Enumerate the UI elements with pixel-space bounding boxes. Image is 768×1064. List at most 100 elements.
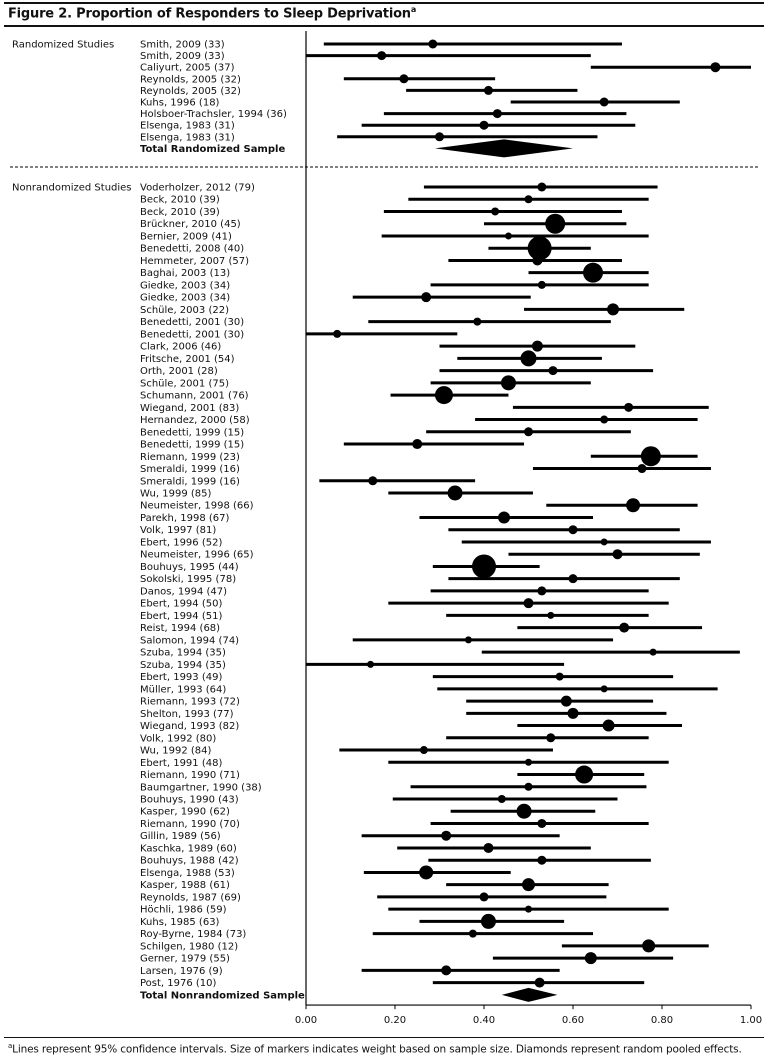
point-estimate: [504, 232, 512, 240]
point-estimate: [600, 415, 609, 424]
study-label: Hernandez, 2000 (58): [140, 415, 250, 426]
study-label: Beck, 2010 (39): [140, 195, 220, 206]
point-estimate: [537, 855, 547, 865]
point-estimate: [435, 132, 444, 142]
study-label: Roy-Byrne, 1984 (73): [140, 929, 246, 940]
figure-title: Figure 2. Proportion of Responders to Sl…: [8, 5, 416, 21]
point-estimate: [624, 402, 634, 412]
x-tick-label: 0.60: [562, 1015, 584, 1026]
pooled-effect-diamond: [501, 987, 558, 1002]
point-estimate: [525, 758, 532, 766]
study-label: Ebert, 1994 (50): [140, 599, 222, 610]
point-estimate: [637, 464, 647, 474]
study-label: Bernier, 2009 (41): [140, 231, 232, 242]
point-estimate: [600, 538, 608, 546]
point-estimate: [480, 913, 496, 929]
study-label: Riemann, 1993 (72): [140, 697, 240, 708]
study-label: Wiegand, 1993 (82): [140, 721, 239, 732]
point-estimate: [492, 109, 502, 119]
point-estimate: [555, 672, 564, 681]
study-label: Smith, 2009 (33): [140, 51, 225, 62]
study-label: Reynolds, 2005 (32): [140, 74, 241, 85]
top-rule: [4, 2, 764, 4]
point-estimate: [532, 255, 543, 266]
point-estimate: [531, 340, 543, 352]
point-estimate: [548, 366, 558, 376]
point-estimate: [607, 303, 620, 316]
point-estimate: [642, 939, 656, 953]
study-label: Riemann, 1999 (23): [140, 452, 240, 463]
point-estimate: [568, 525, 578, 535]
x-tick-label: 0.80: [651, 1015, 673, 1026]
study-label: Elsenga, 1983 (31): [140, 121, 235, 132]
study-label: Elsenga, 1988 (53): [140, 868, 235, 879]
footnote: aLines represent 95% confidence interval…: [8, 1042, 742, 1056]
point-estimate: [421, 292, 432, 303]
title-rule: [4, 25, 764, 27]
study-label: Riemann, 1990 (71): [140, 770, 240, 781]
point-estimate: [498, 511, 511, 524]
point-estimate: [600, 685, 608, 693]
point-estimate: [399, 74, 409, 84]
point-estimate: [523, 598, 534, 609]
point-estimate: [520, 350, 537, 367]
point-estimate: [537, 586, 547, 596]
point-estimate: [500, 375, 516, 391]
point-estimate: [583, 262, 604, 283]
point-estimate: [524, 782, 533, 791]
point-estimate: [377, 51, 387, 61]
figure-title-text: Figure 2. Proportion of Responders to Sl…: [8, 6, 411, 22]
point-estimate: [537, 182, 547, 192]
point-estimate: [412, 439, 423, 450]
point-estimate: [473, 317, 482, 326]
x-tick-label: 0.20: [384, 1015, 406, 1026]
study-label: Baghai, 2003 (13): [140, 268, 230, 279]
footnote-marker: a: [8, 1042, 13, 1050]
study-label: Smeraldi, 1999 (16): [140, 476, 240, 487]
point-estimate: [524, 195, 533, 204]
study-label: Caliyurt, 2005 (37): [140, 63, 235, 74]
study-label: Smeraldi, 1999 (16): [140, 464, 240, 475]
point-estimate: [546, 733, 556, 743]
point-estimate: [441, 830, 452, 841]
point-estimate: [497, 795, 506, 803]
title-footnote-marker: a: [410, 5, 417, 14]
point-estimate: [524, 427, 533, 437]
study-label: Reynolds, 1987 (69): [140, 892, 241, 903]
point-estimate: [612, 549, 623, 560]
study-label: Ebert, 1994 (51): [140, 611, 222, 622]
study-label: Kasper, 1988 (61): [140, 880, 230, 891]
study-label: Parekh, 1998 (67): [140, 513, 229, 524]
footnote-text: Lines represent 95% confidence intervals…: [12, 1043, 742, 1056]
footnote-rule: [4, 1037, 764, 1038]
study-label: Danos, 1994 (47): [140, 586, 227, 597]
point-estimate: [640, 446, 661, 467]
point-estimate: [447, 485, 463, 501]
study-label: Elsenga, 1983 (31): [140, 132, 235, 143]
study-label: Wu, 1999 (85): [140, 489, 211, 500]
study-label: Neumeister, 1996 (65): [140, 550, 254, 561]
study-label: Neumeister, 1998 (66): [140, 501, 254, 512]
study-label: Kuhs, 1985 (63): [140, 917, 220, 928]
study-label: Brückner, 2010 (45): [140, 219, 241, 230]
point-estimate: [419, 746, 428, 755]
study-label: Hemmeter, 2007 (57): [140, 256, 249, 267]
point-estimate: [491, 207, 500, 216]
study-label: Shelton, 1993 (77): [140, 709, 234, 720]
point-estimate: [419, 865, 434, 880]
point-estimate: [649, 648, 657, 656]
study-label: Wiegand, 2001 (83): [140, 403, 239, 414]
x-tick-label: 0.00: [295, 1015, 317, 1026]
study-label: Reynolds, 2005 (32): [140, 86, 241, 97]
point-estimate: [483, 842, 494, 853]
point-estimate: [710, 62, 721, 73]
study-label: Schilgen, 1980 (12): [140, 941, 238, 952]
study-label: Benedetti, 2008 (40): [140, 244, 244, 255]
study-label: Smith, 2009 (33): [140, 40, 225, 51]
study-label: Schüle, 2001 (75): [140, 378, 229, 389]
point-estimate: [537, 280, 546, 289]
study-label: Gerner, 1979 (55): [140, 954, 230, 965]
study-label: Gillin, 1989 (56): [140, 831, 221, 842]
point-estimate: [434, 386, 453, 405]
point-estimate: [567, 707, 579, 719]
